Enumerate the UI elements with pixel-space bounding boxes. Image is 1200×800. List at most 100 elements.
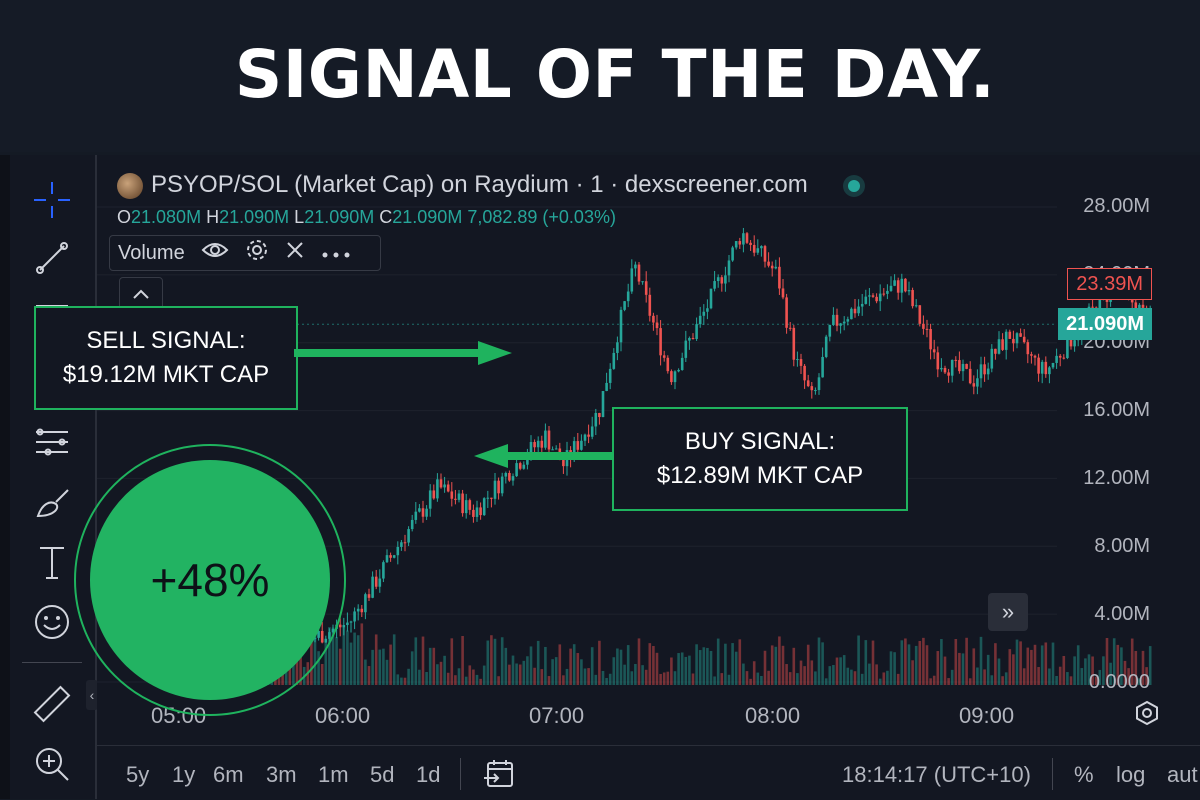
candle-body: [659, 328, 662, 356]
timeframe-3m[interactable]: 3m: [266, 762, 297, 787]
timeframe-1d[interactable]: 1d: [416, 762, 441, 787]
volume-bar: [799, 660, 803, 685]
volume-bar: [990, 675, 994, 685]
candle-body: [547, 430, 551, 450]
bottom-toolbar: [97, 745, 1200, 800]
gain-value: +48%: [150, 554, 270, 606]
settings-gear-icon[interactable]: [1133, 699, 1161, 732]
candle-body: [594, 412, 598, 427]
volume-bar: [752, 661, 756, 685]
volume-bar: [587, 668, 590, 685]
volume-bar: [886, 670, 889, 685]
timeframe-6m[interactable]: 6m: [213, 762, 244, 787]
volume-bar: [1033, 644, 1037, 685]
volume-bar: [702, 647, 706, 685]
volume-bar: [457, 668, 461, 685]
volume-bar: [1120, 647, 1123, 685]
zoom-in-icon[interactable]: [30, 742, 74, 786]
gear-icon[interactable]: [245, 238, 269, 268]
candle-body: [1062, 357, 1066, 359]
volume-bar: [716, 638, 720, 685]
timeframe-5d[interactable]: 5d: [370, 762, 395, 787]
collapse-toolbar-button[interactable]: ‹: [86, 680, 98, 710]
crosshair-icon[interactable]: [30, 178, 74, 222]
volume-bar: [821, 642, 824, 685]
volume-bar: [976, 667, 979, 685]
brush-icon[interactable]: [30, 480, 74, 524]
volume-bar: [468, 665, 472, 685]
last-price-tag: 21.090M: [1058, 308, 1152, 340]
close-icon[interactable]: [285, 240, 305, 266]
volume-bar: [461, 635, 464, 685]
volume-bar: [1141, 650, 1145, 685]
sell-signal-box: SELL SIGNAL: $19.12M MKT CAP: [34, 306, 298, 410]
volume-bar: [598, 640, 601, 685]
volume-bar: [569, 648, 572, 685]
more-icon[interactable]: [321, 242, 351, 265]
volume-bar: [374, 634, 378, 685]
text-tool-icon[interactable]: [30, 540, 74, 584]
volume-bar: [763, 650, 767, 685]
candle-body: [904, 278, 907, 292]
candle-body: [828, 324, 832, 337]
price-tick: 28.00M: [1083, 195, 1150, 217]
volume-bar: [770, 645, 774, 685]
candle-body: [900, 278, 904, 293]
buy-signal-box: BUY SIGNAL: $12.89M MKT CAP: [612, 407, 908, 511]
volume-bar: [439, 661, 443, 685]
close-value: 21.090M: [392, 207, 463, 227]
ruler-icon[interactable]: [30, 682, 74, 726]
candle-body: [670, 371, 673, 383]
candle-body: [1022, 336, 1026, 343]
volume-bar: [1134, 650, 1138, 685]
volume-bar: [317, 651, 320, 685]
timeframe-5y[interactable]: 5y: [126, 762, 150, 787]
volume-label: Volume: [118, 241, 185, 264]
headline-banner: SIGNAL OF THE DAY.: [0, 0, 1200, 152]
candle-body: [817, 377, 821, 391]
volume-bar: [436, 664, 439, 685]
candle-body: [1026, 342, 1030, 355]
candle-body: [475, 507, 479, 517]
candle-body: [533, 442, 536, 448]
eye-icon[interactable]: [201, 240, 229, 266]
volume-bar: [328, 627, 331, 685]
volume-bar: [1098, 669, 1102, 685]
auto-scale-toggle[interactable]: aut: [1167, 762, 1198, 787]
candle-body: [648, 294, 652, 316]
candle-body: [666, 357, 670, 372]
headline: SIGNAL OF THE DAY.: [234, 36, 996, 113]
volume-bar: [846, 667, 850, 685]
candle-body: [662, 355, 666, 358]
volume-bar: [796, 673, 799, 685]
timeframe-1y[interactable]: 1y: [172, 762, 196, 787]
candle-body: [450, 491, 454, 499]
candle-body: [1055, 355, 1058, 363]
volume-bar: [1012, 654, 1015, 685]
candle-body: [940, 367, 943, 370]
volume-bar: [950, 669, 954, 685]
candle-body: [932, 349, 936, 353]
candle-body: [630, 268, 634, 292]
date-range-icon[interactable]: [482, 758, 516, 795]
percent-scale-toggle[interactable]: %: [1074, 762, 1094, 787]
volume-bar: [662, 672, 666, 685]
timeframe-1m[interactable]: 1m: [318, 762, 349, 787]
emoji-icon[interactable]: [30, 600, 74, 644]
log-scale-toggle[interactable]: log: [1116, 762, 1146, 787]
trend-line-icon[interactable]: [30, 236, 74, 280]
scroll-to-realtime-button[interactable]: »: [988, 593, 1028, 631]
candle-body: [796, 359, 799, 361]
volume-bar: [385, 659, 389, 685]
volume-bar: [360, 623, 364, 685]
volume-bar: [536, 640, 540, 685]
candle-body: [968, 368, 972, 384]
candle-body: [626, 291, 630, 302]
candle-body: [454, 498, 457, 500]
volume-bar: [342, 626, 346, 685]
candle-body: [515, 463, 518, 477]
pattern-icon[interactable]: [30, 420, 74, 464]
volume-bar: [936, 651, 940, 685]
candle-body: [680, 357, 684, 370]
candle-body: [756, 248, 760, 253]
